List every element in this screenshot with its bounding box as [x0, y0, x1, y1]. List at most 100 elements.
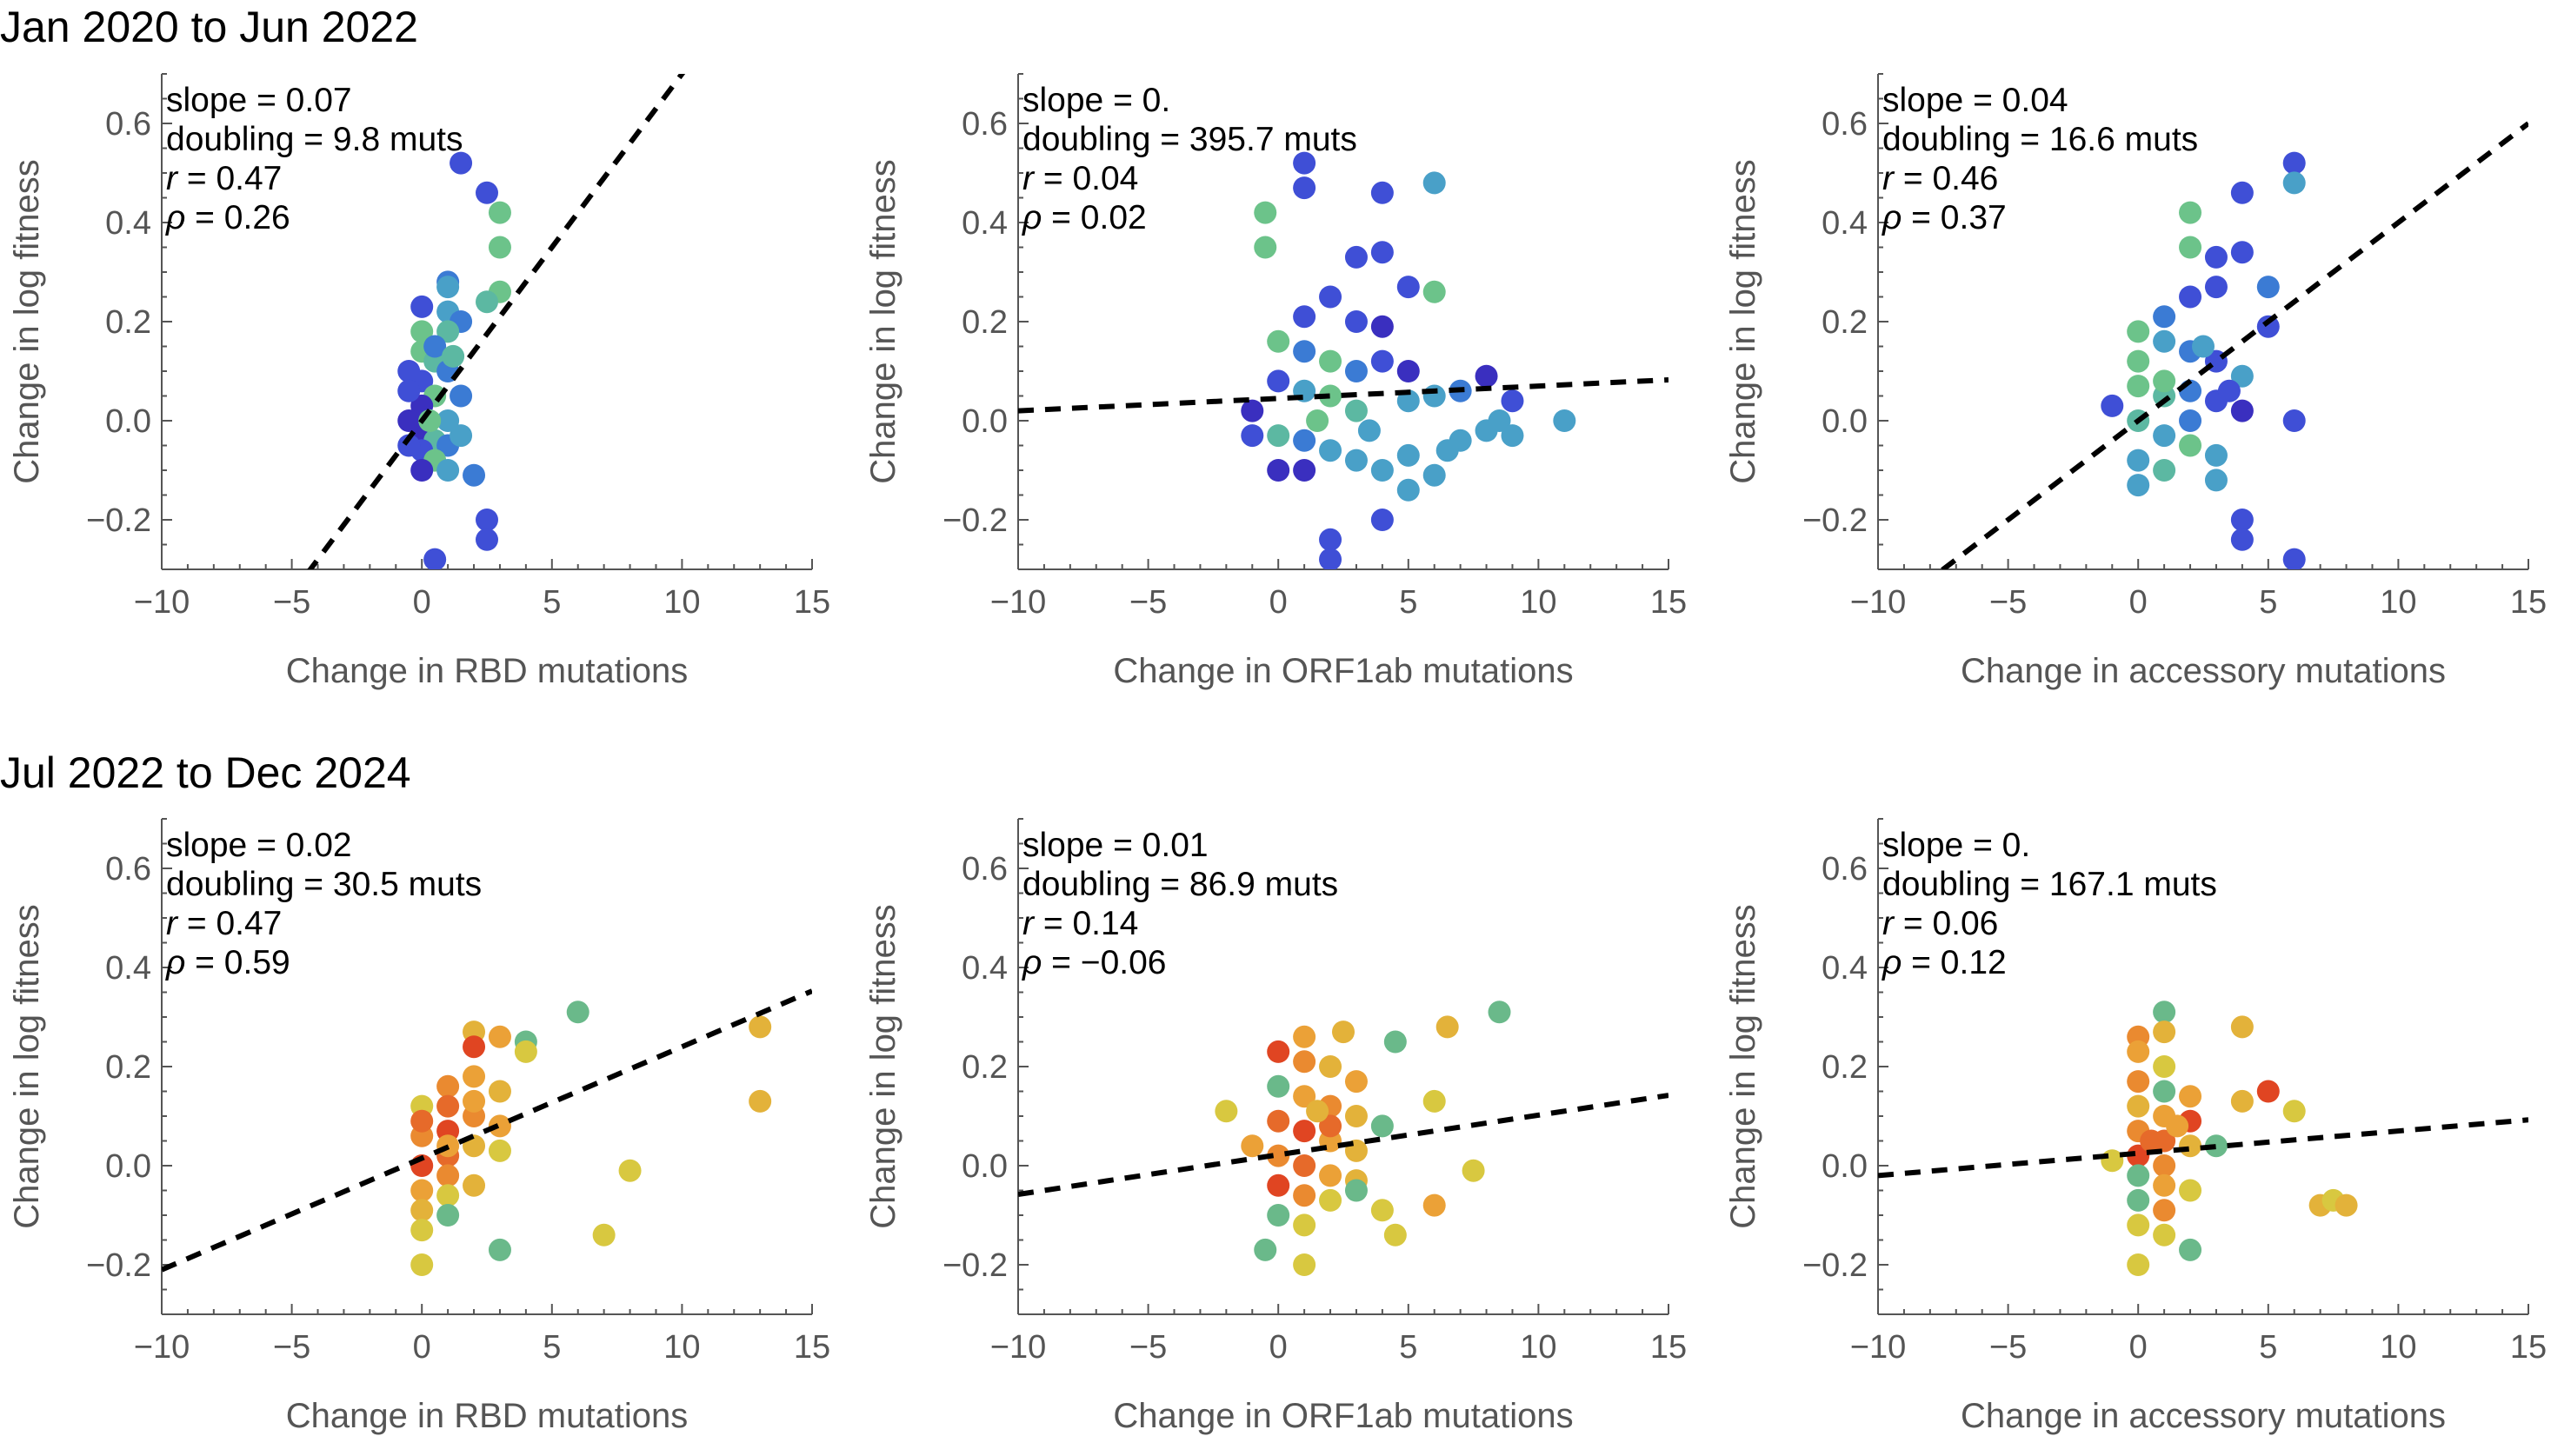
data-point — [1293, 1025, 1316, 1048]
data-point — [1254, 1238, 1277, 1261]
data-point — [618, 1159, 642, 1182]
y-axis-label: Change in log fitness — [8, 904, 46, 1229]
x-tick-label: 0 — [2129, 584, 2148, 621]
data-point — [488, 1238, 511, 1261]
data-point — [1501, 389, 1524, 413]
data-point — [423, 548, 447, 569]
stat-value: doubling = 395.7 muts — [1022, 121, 1357, 158]
data-point — [2230, 509, 2254, 531]
x-tick-label: 10 — [1520, 1329, 1556, 1366]
data-point — [1422, 280, 1446, 303]
data-point — [2179, 409, 2202, 432]
stat-value: slope = 0.04 — [1882, 82, 2068, 119]
x-tick-label: 15 — [1650, 584, 1687, 621]
y-tick-label: 0.0 — [962, 403, 1008, 440]
data-points — [1241, 151, 1576, 569]
fit-line — [1938, 121, 2528, 569]
stat-value: = 0.04 — [1034, 160, 1138, 197]
stat-symbol: ρ — [1882, 944, 1902, 981]
data-point — [2127, 1253, 2150, 1276]
data-point — [1370, 1199, 1394, 1222]
data-point — [476, 290, 498, 314]
stat-text: doubling = 30.5 muts — [166, 866, 482, 903]
data-point — [2335, 1193, 2358, 1217]
stat-value: = 0.06 — [1894, 905, 1998, 942]
x-tick-label: −10 — [990, 1329, 1046, 1366]
data-point — [1396, 360, 1420, 382]
x-tick-label: −10 — [134, 1329, 190, 1366]
data-point — [2256, 1080, 2280, 1103]
x-tick-label: 15 — [1650, 1329, 1687, 1366]
stat-symbol: ρ — [165, 944, 185, 981]
data-point — [1422, 384, 1446, 408]
stat-value: = 0.26 — [185, 199, 290, 236]
stat-value: = 0.12 — [1902, 944, 2006, 981]
data-point — [488, 201, 511, 224]
y-tick-label: 0.4 — [1822, 205, 1868, 242]
data-point — [436, 276, 460, 299]
data-point — [1370, 1114, 1394, 1138]
data-point — [1344, 449, 1368, 472]
stat-text: ρ = 0.37 — [1882, 199, 2007, 236]
data-point — [1344, 310, 1368, 333]
stat-symbol: ρ — [1022, 944, 1042, 981]
y-tick-label: −0.2 — [942, 1247, 1008, 1284]
y-tick-label: 0.2 — [962, 1049, 1008, 1086]
stat-value: doubling = 86.9 muts — [1022, 866, 1338, 903]
x-tick-label: −5 — [273, 584, 310, 621]
data-point — [1319, 548, 1342, 569]
data-point — [2256, 276, 2280, 299]
data-point — [1319, 349, 1342, 373]
data-points — [410, 1001, 772, 1276]
data-point — [450, 424, 473, 448]
data-point — [749, 1015, 772, 1039]
data-point — [2230, 364, 2254, 388]
y-tick-label: −0.2 — [1802, 502, 1868, 539]
data-point — [2153, 1199, 2176, 1222]
data-point — [1267, 1173, 1290, 1197]
data-point — [1435, 439, 1459, 462]
data-point — [476, 509, 498, 531]
x-tick-label: 10 — [2380, 584, 2416, 621]
x-axis-label: Change in ORF1ab mutations — [1113, 1397, 1573, 1435]
x-tick-label: 10 — [663, 584, 700, 621]
y-tick-label: 0.4 — [962, 205, 1008, 242]
stat-text: ρ = 0.26 — [165, 199, 290, 236]
data-point — [436, 320, 460, 343]
data-point — [2230, 241, 2254, 264]
data-point — [488, 1025, 511, 1048]
data-point — [2230, 399, 2254, 422]
data-point — [2179, 236, 2202, 259]
data-point — [2192, 335, 2215, 358]
data-point — [1293, 151, 1316, 175]
data-point — [1293, 1213, 1316, 1237]
data-points — [1215, 1001, 1511, 1276]
data-point — [2101, 394, 2124, 417]
stat-text: ρ = 0.12 — [1882, 944, 2007, 981]
stat-value: doubling = 30.5 muts — [166, 866, 482, 903]
data-point — [1344, 399, 1368, 422]
data-point — [2127, 449, 2150, 472]
x-tick-label: 15 — [794, 584, 830, 621]
data-point — [1344, 1179, 1368, 1202]
stat-symbol: r — [166, 160, 179, 197]
x-axis-label: Change in ORF1ab mutations — [1113, 652, 1573, 690]
data-point — [463, 1173, 486, 1197]
data-point — [2179, 1085, 2202, 1108]
stat-value: = 0.14 — [1034, 905, 1138, 942]
stat-symbol: r — [166, 905, 179, 942]
data-point — [2282, 409, 2306, 432]
data-point — [2127, 1070, 2150, 1094]
data-point — [2179, 434, 2202, 457]
data-point — [2153, 424, 2176, 448]
data-point — [410, 295, 434, 318]
data-point — [2127, 320, 2150, 343]
y-tick-label: 0.6 — [105, 851, 151, 888]
data-point — [1396, 478, 1420, 502]
data-point — [1254, 236, 1277, 259]
data-point — [2204, 469, 2228, 492]
y-tick-label: 0.0 — [962, 1148, 1008, 1185]
data-point — [1396, 443, 1420, 467]
scatter-panel: −10 −5 0 5 10 15 −0.2 0.0 0.2 0.4 0.6 Change in RBD… — [8, 818, 830, 1435]
data-point — [2127, 375, 2150, 398]
